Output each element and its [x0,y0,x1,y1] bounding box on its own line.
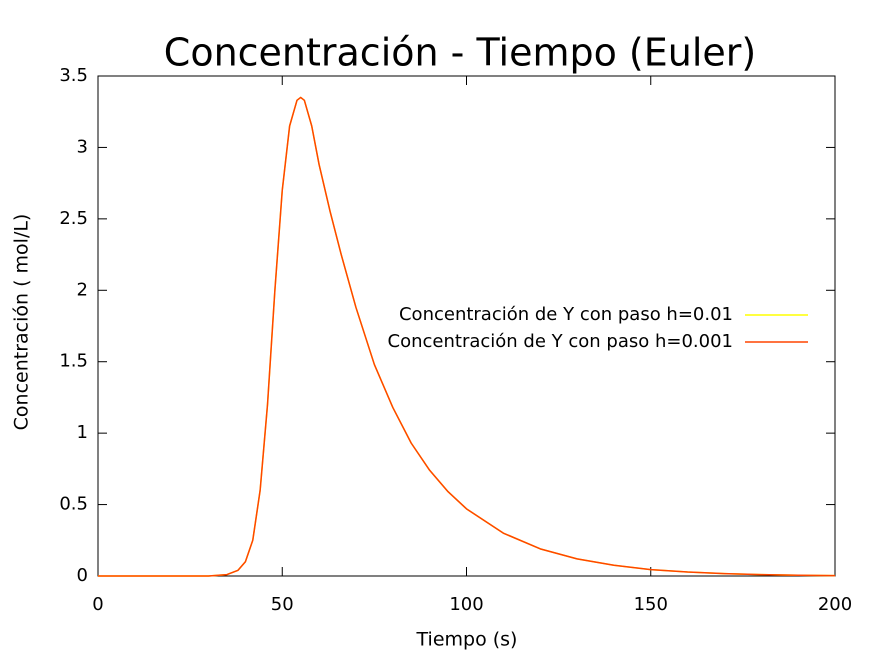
x-tick-label: 50 [271,594,294,615]
chart-title: Concentración - Tiempo (Euler) [164,31,756,75]
x-tick-label: 0 [92,594,103,615]
legend-label: Concentración de Y con paso h=0.001 [388,331,733,352]
legend-label: Concentración de Y con paso h=0.01 [399,304,733,325]
x-tick-label: 150 [634,594,668,615]
y-tick-label: 1.5 [59,351,88,372]
y-tick-label: 3.5 [59,65,88,86]
y-tick-label: 1 [77,422,88,443]
y-tick-label: 2.5 [59,208,88,229]
x-tick-label: 100 [449,594,483,615]
y-tick-label: 2 [77,279,88,300]
y-axis-label: Concentración ( mol/L) [11,214,33,431]
y-tick-label: 0.5 [59,494,88,515]
y-tick-label: 0 [77,565,88,586]
y-tick-label: 3 [77,136,88,157]
series-line [98,96,836,577]
x-axis-label: Tiempo (s) [416,629,518,651]
plot-border [97,75,836,577]
x-tick-label: 200 [818,594,852,615]
